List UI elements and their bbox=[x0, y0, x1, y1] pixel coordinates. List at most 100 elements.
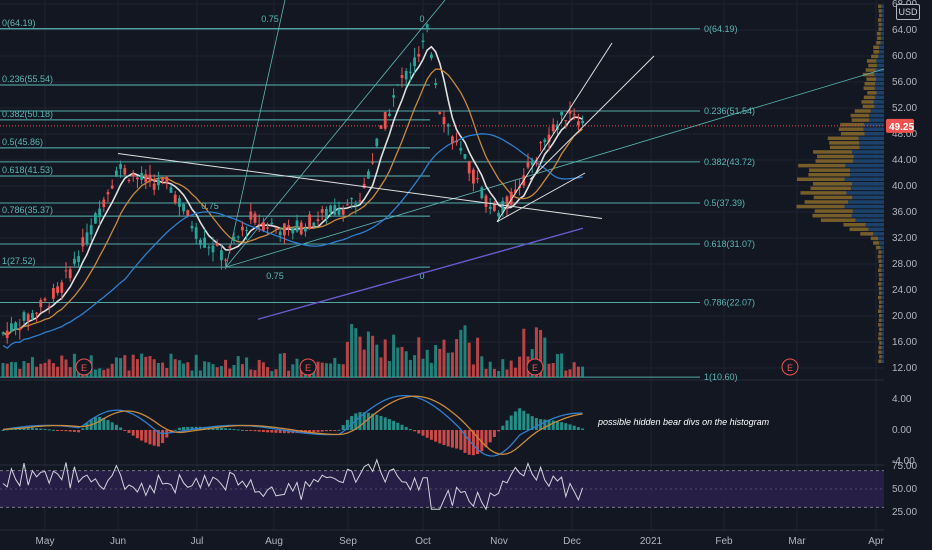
candle-body bbox=[77, 256, 80, 263]
grid-lines bbox=[0, 0, 884, 531]
volume-profile-down-bar bbox=[853, 154, 884, 159]
candle-body bbox=[304, 228, 307, 232]
price-tick-label: 20.00 bbox=[892, 311, 917, 322]
candle-body bbox=[467, 161, 471, 174]
price-tick-label: 28.00 bbox=[892, 259, 917, 270]
currency-label[interactable]: USD bbox=[896, 4, 920, 20]
volume-profile-down-bar bbox=[859, 145, 884, 150]
candle-body bbox=[350, 198, 353, 200]
candle-body bbox=[543, 139, 547, 143]
macd-histogram-bar bbox=[186, 426, 190, 430]
macd-histogram-bar bbox=[446, 430, 450, 447]
volume-bar bbox=[488, 361, 492, 377]
volume-bar bbox=[408, 359, 412, 377]
fib-level-label: 0.5(37.39) bbox=[704, 198, 745, 208]
fib-retracement[interactable]: 0(64.19) 0.236(55.54) 0.382(50.18) 0.5(45.8… bbox=[0, 18, 755, 382]
macd-histogram-bar bbox=[484, 430, 488, 448]
candle-body bbox=[161, 177, 164, 181]
volume-profile-down-bar bbox=[881, 350, 884, 354]
rsi-tick-label: 50.00 bbox=[892, 484, 917, 495]
candle-body bbox=[501, 200, 505, 213]
macd-histogram-bar bbox=[47, 429, 51, 431]
volume-bars bbox=[1, 324, 585, 377]
volume-profile-down-bar bbox=[874, 95, 884, 100]
macd-histogram-bar bbox=[219, 427, 223, 430]
volume-bar bbox=[497, 370, 501, 377]
volume-profile-up-bar bbox=[879, 314, 882, 318]
macd-histogram-bar bbox=[438, 430, 442, 444]
volume-profile-up-bar bbox=[796, 177, 845, 181]
sma-slow-line bbox=[2, 133, 583, 350]
time-tick-label: Jul bbox=[191, 536, 204, 547]
volume-profile-up-bar bbox=[878, 300, 882, 304]
candle-body bbox=[94, 213, 97, 224]
macd-histogram-bar bbox=[26, 427, 30, 430]
price-tick-label: 52.00 bbox=[892, 103, 917, 114]
volume-profile-down-bar bbox=[880, 245, 884, 250]
fib-fan[interactable]: 0.75 0 0.75 0.75 0 bbox=[201, 0, 885, 281]
volume-profile-up-bar bbox=[813, 195, 853, 200]
time-tick-label: Mar bbox=[788, 536, 806, 547]
volume-bar bbox=[455, 339, 459, 377]
candle-body bbox=[459, 148, 463, 151]
candlesticks[interactable] bbox=[1, 23, 584, 344]
volume-profile-down-bar bbox=[881, 13, 884, 18]
volume-bar bbox=[257, 359, 261, 377]
candle-body bbox=[463, 154, 467, 159]
macd-histogram-bar bbox=[127, 430, 131, 433]
volume-profile-down-bar bbox=[881, 291, 884, 295]
fib-level-label: 0.786(35.37) bbox=[2, 205, 53, 215]
volume-bar bbox=[282, 353, 286, 377]
time-tick-label: 2021 bbox=[640, 536, 663, 547]
volume-bar bbox=[543, 337, 547, 377]
volume-profile-down-bar bbox=[864, 132, 884, 136]
volume-profile-up-bar bbox=[838, 127, 864, 131]
volume-bar bbox=[518, 356, 522, 377]
macd-histogram-bar bbox=[551, 420, 555, 430]
trendlines[interactable] bbox=[117, 42, 655, 223]
price-tick-label: 64.00 bbox=[892, 25, 917, 36]
macd-histogram-bar bbox=[572, 425, 576, 430]
volume-profile-up-bar bbox=[877, 254, 882, 259]
rsi-tick-label: 75.00 bbox=[892, 461, 917, 472]
candle-body bbox=[413, 57, 416, 67]
candle-body bbox=[472, 169, 475, 184]
volume-bar bbox=[68, 367, 72, 377]
candle-body bbox=[123, 168, 127, 175]
candle-body bbox=[547, 134, 551, 143]
macd-histogram-bar bbox=[39, 428, 43, 430]
volume-bar bbox=[539, 329, 543, 377]
volume-profile-down-bar bbox=[881, 268, 884, 272]
candle-body bbox=[367, 171, 370, 179]
candle-body bbox=[173, 194, 177, 203]
volume-bar bbox=[43, 362, 47, 377]
volume-profile-up-bar bbox=[800, 191, 847, 195]
fan-ray bbox=[225, 0, 286, 268]
time-tick-label: Aug bbox=[265, 536, 283, 547]
candle-body bbox=[333, 205, 337, 215]
volume-bar bbox=[144, 356, 148, 377]
volume-bar bbox=[182, 363, 186, 377]
volume-profile-up-bar bbox=[878, 27, 882, 31]
volume-profile-up-bar bbox=[840, 122, 865, 127]
macd-histogram-bar bbox=[324, 430, 328, 432]
volume-profile-down-bar bbox=[881, 354, 884, 359]
volume-bar bbox=[379, 357, 383, 377]
fib-level-label: 0.382(43.72) bbox=[704, 157, 755, 167]
candle-body bbox=[308, 214, 311, 229]
volume-profile-down-bar bbox=[881, 273, 884, 277]
volume-profile-down-bar bbox=[881, 332, 884, 336]
channel-lower-line bbox=[496, 172, 586, 223]
macd-histogram-bar bbox=[434, 430, 438, 442]
volume-bar bbox=[60, 355, 64, 377]
candle-body bbox=[278, 231, 282, 236]
volume-profile-down-bar bbox=[858, 136, 884, 141]
volume-bar bbox=[232, 364, 236, 377]
volume-profile-down-bar bbox=[880, 36, 884, 40]
volume-profile-up-bar bbox=[851, 118, 870, 122]
volume-profile-up-bar bbox=[879, 13, 882, 18]
volume-bar bbox=[56, 366, 60, 377]
volume-profile-up-bar bbox=[862, 72, 875, 77]
